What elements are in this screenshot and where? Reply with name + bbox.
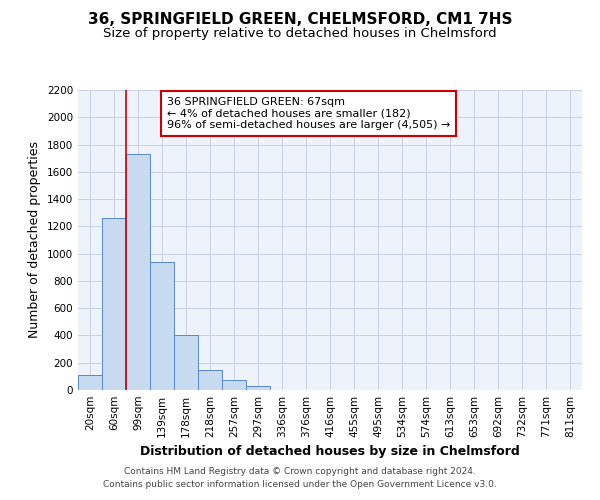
Bar <box>222 380 246 390</box>
Bar <box>78 375 102 390</box>
Bar <box>174 336 198 390</box>
Text: Size of property relative to detached houses in Chelmsford: Size of property relative to detached ho… <box>103 28 497 40</box>
Bar <box>198 370 222 390</box>
Text: 36, SPRINGFIELD GREEN, CHELMSFORD, CM1 7HS: 36, SPRINGFIELD GREEN, CHELMSFORD, CM1 7… <box>88 12 512 28</box>
Bar <box>150 262 174 390</box>
Y-axis label: Number of detached properties: Number of detached properties <box>28 142 41 338</box>
X-axis label: Distribution of detached houses by size in Chelmsford: Distribution of detached houses by size … <box>140 446 520 458</box>
Bar <box>126 154 150 390</box>
Bar <box>102 218 126 390</box>
Text: 36 SPRINGFIELD GREEN: 67sqm
← 4% of detached houses are smaller (182)
96% of sem: 36 SPRINGFIELD GREEN: 67sqm ← 4% of deta… <box>167 97 450 130</box>
Text: Contains HM Land Registry data © Crown copyright and database right 2024.
Contai: Contains HM Land Registry data © Crown c… <box>103 468 497 489</box>
Bar <box>246 386 270 390</box>
